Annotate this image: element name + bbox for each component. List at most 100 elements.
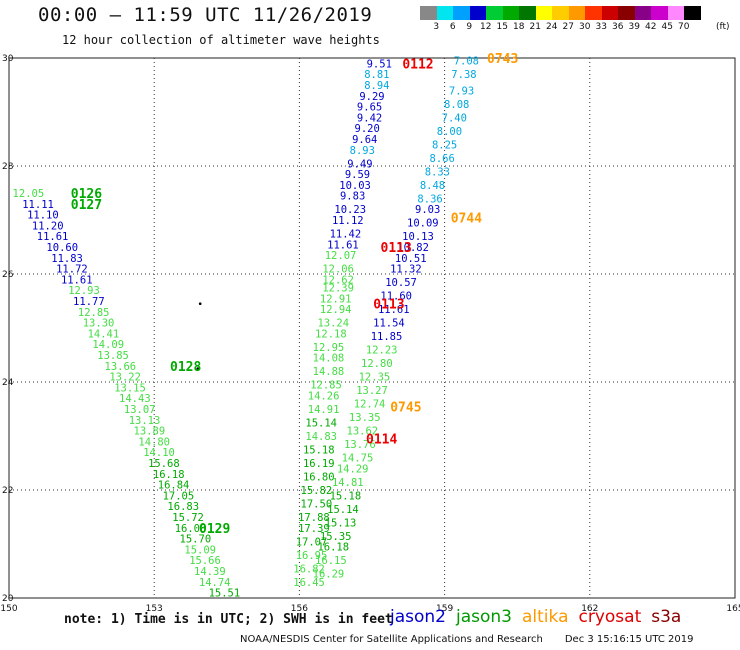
colorbar-swatch bbox=[651, 6, 668, 20]
wave-height-point: 10.60 bbox=[46, 242, 78, 254]
wave-height-point: 11.77 bbox=[73, 296, 105, 308]
wave-height-point: 14.91 bbox=[308, 404, 340, 416]
wave-height-point: 11.12 bbox=[332, 215, 364, 227]
wave-height-point: 12.80 bbox=[361, 358, 393, 370]
wave-height-point: 7.08 bbox=[454, 56, 479, 68]
y-tick-label: 22 bbox=[2, 486, 13, 496]
wave-height-point: 17.88 bbox=[298, 512, 330, 524]
wave-height-point: 9.20 bbox=[355, 123, 380, 135]
wave-height-point: 14.08 bbox=[313, 353, 345, 365]
colorbar-swatch bbox=[601, 6, 618, 20]
wave-height-point: 8.81 bbox=[364, 69, 389, 81]
legend-s3a: s3a bbox=[651, 607, 682, 627]
x-tick-label: 159 bbox=[436, 604, 453, 614]
wave-height-point: 8.33 bbox=[425, 166, 450, 178]
wave-height-point: 11.10 bbox=[27, 210, 59, 222]
wave-height-point: 14.43 bbox=[119, 393, 151, 405]
wave-height-point: 13.22 bbox=[109, 372, 141, 384]
wave-height-point: 12.94 bbox=[320, 304, 352, 316]
colorbar-swatch bbox=[420, 6, 437, 20]
track-time-label: 0113 bbox=[381, 241, 412, 256]
x-tick-label: 156 bbox=[291, 604, 308, 614]
colorbar-label: 45 bbox=[661, 22, 673, 32]
footer-stamp: Dec 3 15:16:15 UTC 2019 bbox=[564, 634, 694, 645]
track-time-label: 0745 bbox=[390, 400, 421, 415]
wave-height-point: 9.29 bbox=[359, 91, 384, 103]
wave-height-point: 16.83 bbox=[167, 501, 199, 513]
colorbar-swatch bbox=[535, 6, 552, 20]
colorbar-label: 15 bbox=[496, 22, 508, 32]
wave-height-point: 15.70 bbox=[180, 534, 212, 546]
wave-height-point: 11.60 bbox=[380, 291, 412, 303]
wave-height-point: 16.29 bbox=[313, 569, 345, 581]
wave-height-point: 14.88 bbox=[313, 366, 345, 378]
wave-height-point: 10.23 bbox=[334, 204, 366, 216]
legend-altika: altika bbox=[522, 607, 569, 627]
wave-height-point: 9.03 bbox=[415, 204, 440, 216]
wave-height-point: 17.50 bbox=[301, 499, 333, 511]
wave-height-point: 13.62 bbox=[347, 426, 379, 438]
colorbar-swatch bbox=[667, 6, 684, 20]
x-tick-label: 153 bbox=[146, 604, 163, 614]
wave-height-point: 12.18 bbox=[315, 328, 347, 340]
track-time-label: 0126 bbox=[71, 187, 102, 202]
grid bbox=[8, 57, 736, 599]
wave-height-point: 14.81 bbox=[332, 477, 364, 489]
wave-height-point: 14.74 bbox=[199, 577, 231, 589]
track-time-label: 0127 bbox=[71, 198, 102, 213]
wave-height-point: 16.45 bbox=[293, 577, 325, 589]
colorbar-label: 33 bbox=[595, 22, 607, 32]
wave-height-point: 8.94 bbox=[364, 80, 389, 92]
wave-height-point: 15.09 bbox=[184, 544, 216, 556]
wave-height-point: 8.25 bbox=[432, 139, 457, 151]
data-dot bbox=[196, 367, 200, 370]
colorbar-swatch bbox=[519, 6, 536, 20]
colorbar-label: 18 bbox=[513, 22, 525, 32]
wave-height-point: 15.14 bbox=[305, 418, 337, 430]
wave-height-point: 8.48 bbox=[420, 180, 445, 192]
x-tick-label: 165 bbox=[726, 604, 740, 614]
colorbar-swatch bbox=[634, 6, 651, 20]
colorbar-swatch bbox=[436, 6, 453, 20]
wave-height-point: 14.83 bbox=[305, 431, 337, 443]
y-tick-label: 26 bbox=[2, 270, 14, 280]
wave-height-point: 15.35 bbox=[320, 531, 352, 543]
wave-height-point: 15.18 bbox=[303, 445, 335, 457]
wave-height-point: 13.85 bbox=[97, 350, 129, 362]
wave-height-point: 7.40 bbox=[442, 112, 467, 124]
wave-height-point: 12.05 bbox=[13, 188, 45, 200]
wave-height-point: 16.82 bbox=[293, 563, 325, 575]
wave-height-point: 14.10 bbox=[143, 447, 175, 459]
wave-height-point: 10.09 bbox=[407, 218, 439, 230]
wave-height-point: 10.57 bbox=[385, 277, 417, 289]
track-time-label: 0128 bbox=[170, 360, 201, 375]
colorbar-swatch bbox=[502, 6, 519, 20]
wave-height-point: 9.65 bbox=[357, 102, 382, 114]
colorbar-label: 3 bbox=[433, 22, 440, 32]
wave-height-point: 16.15 bbox=[315, 555, 347, 567]
colorbar-label: 70 bbox=[678, 22, 690, 32]
wave-height-point: 9.51 bbox=[367, 58, 392, 70]
wave-height-point: 16.84 bbox=[158, 480, 190, 492]
x-tick-label: 150 bbox=[0, 604, 17, 614]
wave-height-point: 16.80 bbox=[303, 472, 335, 484]
wave-height-point: 17.07 bbox=[296, 536, 328, 548]
wave-height-point: 8.93 bbox=[350, 145, 375, 157]
wave-height-point: 15.82 bbox=[301, 485, 333, 497]
wave-height-point: 13.27 bbox=[356, 385, 388, 397]
wave-height-point: 15.68 bbox=[148, 458, 180, 470]
y-tick-label: 30 bbox=[2, 54, 14, 64]
wave-height-point: 12.62 bbox=[322, 274, 354, 286]
wave-height-point: 14.26 bbox=[308, 391, 340, 403]
wave-height-point: 10.03 bbox=[339, 180, 371, 192]
wave-height-point: 8.08 bbox=[444, 99, 469, 111]
legend-jason3: jason3 bbox=[456, 607, 512, 627]
wave-height-point: 11.85 bbox=[371, 331, 403, 343]
wave-height-point: 9.49 bbox=[347, 158, 372, 170]
axis-labels: 150 153 156 159 162 165 20 22 24 26 28 30 bbox=[0, 54, 740, 614]
colorbar-label: 6 bbox=[449, 22, 456, 32]
wave-height-point: 11.32 bbox=[390, 264, 422, 276]
y-tick-label: 24 bbox=[2, 378, 14, 388]
legend-cryosat: cryosat bbox=[578, 607, 642, 627]
